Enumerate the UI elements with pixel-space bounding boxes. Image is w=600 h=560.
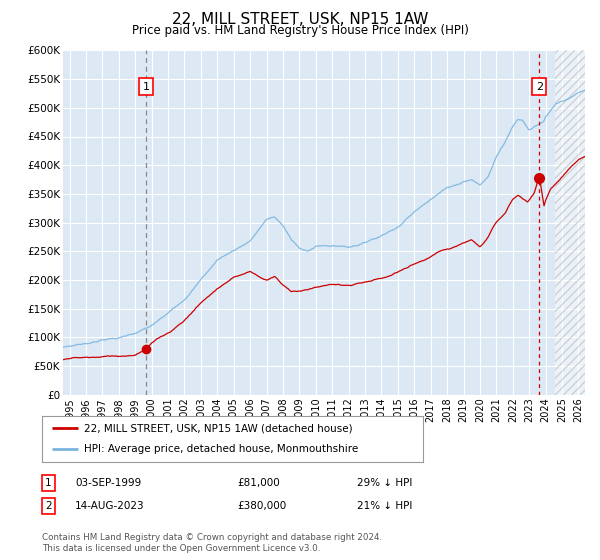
Text: 22, MILL STREET, USK, NP15 1AW: 22, MILL STREET, USK, NP15 1AW bbox=[172, 12, 428, 27]
Text: £380,000: £380,000 bbox=[237, 501, 286, 511]
Text: Contains HM Land Registry data © Crown copyright and database right 2024.
This d: Contains HM Land Registry data © Crown c… bbox=[42, 533, 382, 553]
Text: 03-SEP-1999: 03-SEP-1999 bbox=[75, 478, 141, 488]
Text: 2: 2 bbox=[45, 501, 52, 511]
Text: 1: 1 bbox=[143, 82, 150, 92]
Text: 21% ↓ HPI: 21% ↓ HPI bbox=[357, 501, 412, 511]
Text: 14-AUG-2023: 14-AUG-2023 bbox=[75, 501, 145, 511]
Text: £81,000: £81,000 bbox=[237, 478, 280, 488]
Text: 1: 1 bbox=[45, 478, 52, 488]
Text: Price paid vs. HM Land Registry's House Price Index (HPI): Price paid vs. HM Land Registry's House … bbox=[131, 24, 469, 36]
Text: 2: 2 bbox=[536, 82, 543, 92]
Text: 29% ↓ HPI: 29% ↓ HPI bbox=[357, 478, 412, 488]
Text: HPI: Average price, detached house, Monmouthshire: HPI: Average price, detached house, Monm… bbox=[84, 445, 358, 455]
Bar bbox=[555, 50, 585, 395]
Text: 22, MILL STREET, USK, NP15 1AW (detached house): 22, MILL STREET, USK, NP15 1AW (detached… bbox=[84, 423, 353, 433]
